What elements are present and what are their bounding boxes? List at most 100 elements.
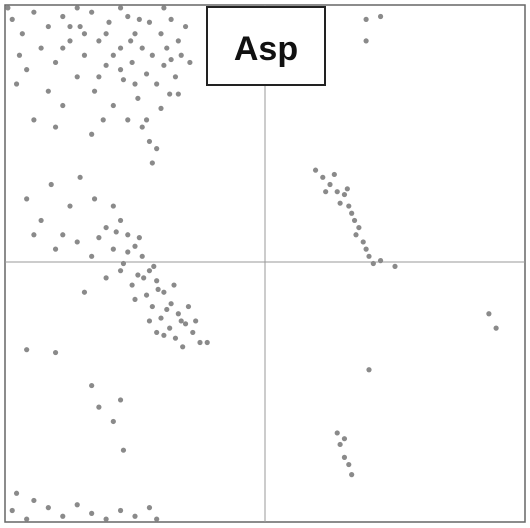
point xyxy=(89,9,95,15)
chart-title: Asp xyxy=(234,30,298,68)
point xyxy=(67,203,73,209)
point xyxy=(74,239,80,245)
point xyxy=(132,513,138,519)
point xyxy=(171,282,177,288)
point xyxy=(349,210,355,216)
point xyxy=(117,45,124,51)
point xyxy=(392,263,398,269)
points xyxy=(5,5,499,522)
point xyxy=(45,505,51,511)
point xyxy=(132,81,138,87)
point xyxy=(81,289,88,295)
point xyxy=(161,5,167,11)
point xyxy=(77,23,83,30)
point xyxy=(89,131,95,137)
point xyxy=(175,91,181,97)
point xyxy=(363,16,369,22)
point xyxy=(45,23,51,30)
point xyxy=(120,260,127,267)
point xyxy=(103,516,109,522)
point xyxy=(168,301,174,307)
point xyxy=(327,181,333,188)
point xyxy=(180,344,186,350)
title-box xyxy=(206,6,326,86)
point xyxy=(377,258,384,264)
point xyxy=(74,5,80,11)
point xyxy=(161,289,167,295)
point xyxy=(154,278,160,284)
point xyxy=(149,303,155,310)
point xyxy=(154,516,160,522)
point xyxy=(77,174,83,180)
point xyxy=(356,224,362,231)
point xyxy=(151,263,157,269)
point xyxy=(139,45,145,51)
point xyxy=(182,23,189,30)
point xyxy=(349,472,355,478)
point xyxy=(9,507,15,514)
point xyxy=(31,497,37,504)
point xyxy=(96,74,102,80)
point xyxy=(16,52,23,58)
point xyxy=(106,19,112,25)
point xyxy=(164,45,170,51)
point xyxy=(172,74,179,80)
point xyxy=(143,117,150,123)
point xyxy=(125,117,131,123)
point xyxy=(370,260,376,267)
point xyxy=(110,52,116,58)
point xyxy=(13,490,20,496)
point xyxy=(486,311,492,317)
point xyxy=(149,160,155,166)
point xyxy=(158,315,164,321)
point xyxy=(139,253,145,259)
point xyxy=(143,292,150,298)
point xyxy=(128,38,134,44)
point xyxy=(103,224,109,231)
point xyxy=(146,318,153,324)
point xyxy=(312,167,319,173)
point xyxy=(139,124,145,130)
point xyxy=(146,19,153,25)
point xyxy=(117,507,124,514)
point xyxy=(125,249,131,255)
point xyxy=(117,67,124,73)
point xyxy=(351,217,358,224)
point xyxy=(125,13,131,20)
point xyxy=(154,329,160,336)
point xyxy=(89,382,95,389)
point xyxy=(149,52,155,58)
point xyxy=(5,5,11,11)
point xyxy=(96,235,102,241)
point xyxy=(366,367,372,373)
point xyxy=(341,191,348,198)
point xyxy=(132,31,138,37)
point xyxy=(136,16,142,22)
point xyxy=(178,52,184,58)
point xyxy=(135,272,141,278)
point xyxy=(38,217,44,224)
point xyxy=(100,117,106,123)
point xyxy=(344,186,350,192)
point xyxy=(182,321,189,327)
point xyxy=(67,23,73,30)
point xyxy=(178,318,184,324)
point xyxy=(48,181,54,188)
point xyxy=(31,9,37,15)
point xyxy=(120,447,127,453)
point xyxy=(204,339,210,346)
point xyxy=(117,217,124,224)
point xyxy=(81,52,88,58)
point xyxy=(360,239,366,245)
point xyxy=(168,56,174,63)
point xyxy=(135,95,141,101)
point xyxy=(52,59,59,66)
point xyxy=(52,124,59,130)
point xyxy=(175,38,181,44)
point xyxy=(45,88,51,94)
point xyxy=(60,232,66,238)
point xyxy=(493,325,499,331)
point xyxy=(129,59,135,66)
point xyxy=(52,246,59,252)
